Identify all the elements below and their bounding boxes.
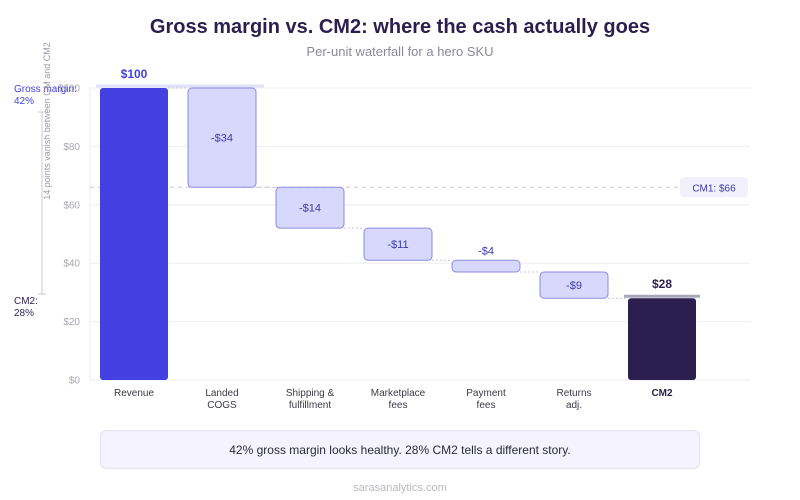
x-category-label: fees xyxy=(389,400,408,411)
cm1-label: CM1: $66 xyxy=(692,183,736,194)
x-category-label: adj. xyxy=(566,400,582,411)
x-category-label: Marketplace xyxy=(371,388,426,399)
gross-margin-value: 42% xyxy=(14,96,34,107)
waterfall-step-bar xyxy=(275,186,345,229)
x-category-label: Revenue xyxy=(114,388,154,399)
chart-subtitle: Per-unit waterfall for a hero SKU xyxy=(306,44,494,59)
data-label: -$14 xyxy=(299,203,321,215)
waterfall-step-bar xyxy=(363,227,433,261)
x-category-label: CM2 xyxy=(651,388,673,399)
waterfall-step-bar xyxy=(451,259,521,273)
insight-callout: 42% gross margin looks healthy. 28% CM2 … xyxy=(100,430,700,469)
waterfall-chart: $0 $20 $40 $60 $80 $100 $100 -$34 -$14 -$11 -$4 -$9… xyxy=(14,42,750,411)
bracket-annotation: 14 points vanish between GM and CM2 xyxy=(42,42,52,200)
cm2-bar xyxy=(628,298,696,380)
revenue-bar xyxy=(100,88,168,380)
data-label: $100 xyxy=(121,67,148,81)
data-label: $28 xyxy=(652,277,672,291)
x-category-label: fulfillment xyxy=(289,400,331,411)
x-category-label: Returns xyxy=(556,388,591,399)
y-tick-label: $80 xyxy=(63,142,80,153)
y-tick-label: $40 xyxy=(63,259,80,270)
y-tick-label: $60 xyxy=(63,200,80,211)
x-category-label: Shipping & xyxy=(286,388,335,399)
footer-source: sarasanalytics.com xyxy=(353,482,447,494)
cm2-side-label: CM2: xyxy=(14,296,38,307)
y-tick-label: $0 xyxy=(69,376,81,387)
cm2-side-value: 28% xyxy=(14,308,34,319)
waterfall-step-bar xyxy=(539,271,609,299)
x-category-label: Landed xyxy=(205,388,238,399)
data-label: -$9 xyxy=(566,280,582,292)
waterfall-step-bar xyxy=(187,87,257,188)
data-label: -$11 xyxy=(387,239,408,251)
chart-title: Gross margin vs. CM2: where the cash act… xyxy=(149,16,651,38)
x-category-label: fees xyxy=(477,400,496,411)
gross-margin-label: Gross margin: xyxy=(14,84,77,95)
data-label: -$4 xyxy=(478,245,494,257)
y-tick-label: $100 xyxy=(58,84,81,95)
cm1-pill xyxy=(680,177,748,198)
y-tick-label: $20 xyxy=(63,317,80,328)
x-category-label: COGS xyxy=(207,400,237,411)
data-label: -$34 xyxy=(211,133,233,145)
x-category-label: Payment xyxy=(466,388,506,399)
